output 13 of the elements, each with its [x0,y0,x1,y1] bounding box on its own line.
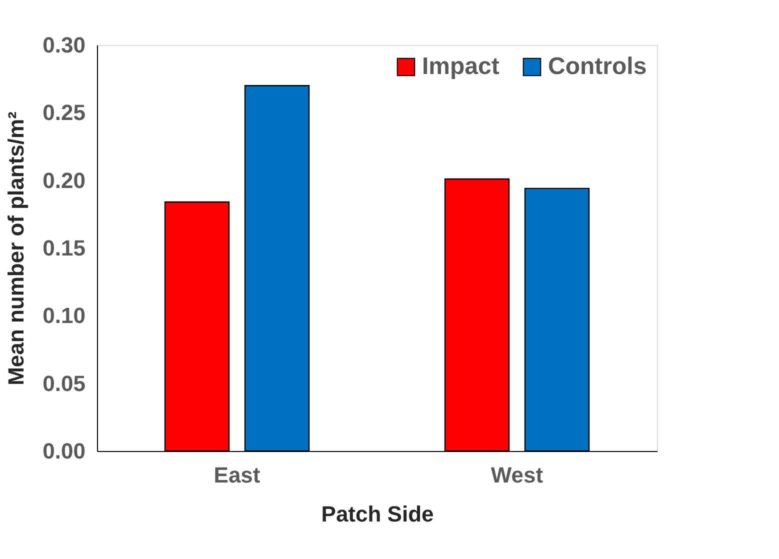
x-axis-title: Patch Side [321,502,434,526]
y-tick-label: 0.00 [42,438,86,464]
x-tick-label: West [490,462,544,488]
y-tick-label: 0.15 [42,236,86,260]
y-axis-title: Mean number of plants/m² [4,112,29,386]
legend-label: Impact [422,53,500,80]
y-tick-label: 0.25 [42,100,86,126]
y-tick-label: 0.05 [42,370,86,396]
y-tick-label: 0.20 [42,168,86,193]
legend-label: Controls [548,53,647,80]
y-tick-label: 0.30 [42,32,86,58]
y-tick-label: 0.10 [42,303,86,328]
x-tick-label: East [214,462,261,488]
